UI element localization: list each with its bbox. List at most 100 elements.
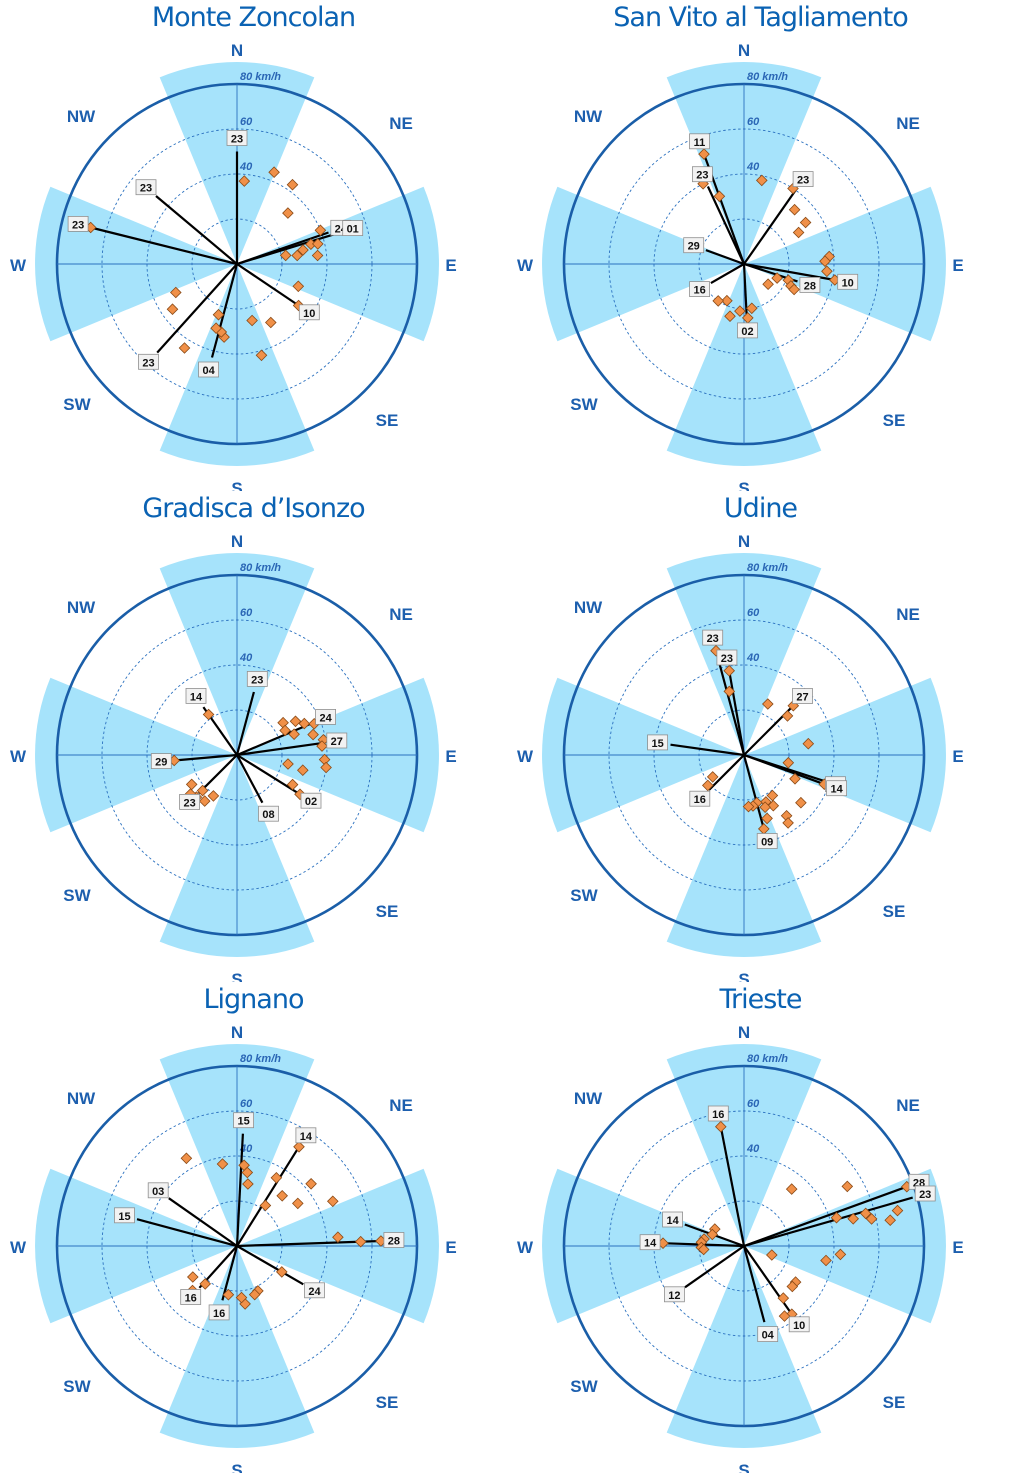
- data-point-23: [706, 771, 719, 783]
- ring-label-80-km-h: 80 km/h: [747, 562, 788, 574]
- station-label-box: [114, 1207, 135, 1224]
- compass-label-sw: SW: [570, 395, 598, 414]
- data-point-6: [802, 737, 815, 750]
- station-label-text: 10: [303, 308, 315, 320]
- station-label-box: [647, 734, 669, 751]
- ring-label-60: 60: [747, 1098, 760, 1110]
- data-point-19: [766, 1249, 778, 1261]
- data-point-15: [255, 349, 268, 362]
- data-point-10: [795, 796, 807, 809]
- chart-title: Lignano: [203, 984, 305, 1015]
- wind-line-3: [236, 741, 325, 757]
- data-point-0: [698, 148, 710, 160]
- station-label-box: [757, 1326, 779, 1343]
- station-label-3: 27: [326, 732, 348, 749]
- station-label-text: 11: [694, 137, 706, 149]
- station-label-text: 10: [793, 1320, 805, 1332]
- ring-label-80-km-h: 80 km/h: [240, 1053, 281, 1065]
- wind-line-6: [708, 754, 745, 791]
- chart-title: Trieste: [719, 984, 802, 1015]
- wind-line-1: [236, 1146, 300, 1247]
- station-label-7: 02: [737, 322, 758, 339]
- data-point-22: [777, 1292, 790, 1304]
- compass-label-se: SE: [376, 411, 399, 430]
- station-label-box: [198, 361, 220, 378]
- data-point-23: [187, 1271, 199, 1283]
- station-label-text: 08: [262, 809, 274, 821]
- wind-line-7: [221, 1245, 239, 1301]
- data-point-6: [270, 1172, 283, 1184]
- station-label-box: [150, 753, 172, 770]
- data-point-19: [235, 1291, 248, 1304]
- wind-line-2: [236, 721, 315, 757]
- data-point-20: [222, 1288, 235, 1301]
- data-point-19: [758, 823, 770, 835]
- data-point-13: [354, 1235, 367, 1248]
- data-point-12: [859, 1207, 872, 1220]
- data-point-10: [821, 265, 833, 278]
- data-point-13: [265, 316, 277, 329]
- station-label-box: [147, 1182, 169, 1199]
- data-point-16: [759, 801, 771, 813]
- chart-panel-monte-zoncolan: Monte Zoncolan 40 60 80 km/h N NE E SE S SW W NW 23…: [0, 0, 507, 491]
- compass-label-n: N: [231, 532, 243, 551]
- data-point-18: [820, 1254, 832, 1267]
- station-label-text: 15: [237, 1116, 249, 1128]
- wind-line-7: [742, 263, 748, 318]
- data-point-0: [293, 1141, 305, 1153]
- station-label-box: [689, 133, 710, 150]
- station-label-3: 01: [342, 220, 364, 237]
- data-point-12: [282, 758, 294, 770]
- wind-line-1: [728, 670, 746, 756]
- data-point-6: [799, 216, 812, 229]
- data-point-1: [268, 166, 280, 178]
- data-point-15: [276, 1266, 288, 1278]
- data-point-14: [767, 799, 780, 812]
- station-label-6: 16: [180, 1289, 202, 1305]
- compass-label-sw: SW: [570, 1377, 598, 1396]
- station-label-1: 23: [716, 649, 738, 666]
- station-label-text: 27: [796, 692, 808, 704]
- station-label-text: 14: [190, 691, 203, 703]
- compass-label-n: N: [231, 1023, 243, 1042]
- data-point-0: [238, 175, 251, 187]
- ring-label-60: 60: [747, 607, 760, 619]
- compass-label-w: W: [10, 256, 27, 275]
- station-label-box: [135, 179, 157, 196]
- compass-label-nw: NW: [67, 107, 96, 126]
- data-point-10: [311, 249, 324, 262]
- station-label-box: [689, 790, 711, 807]
- station-label-text: 23: [696, 170, 708, 182]
- wind-line-6: [742, 1245, 766, 1323]
- wind-line-3: [136, 1218, 238, 1248]
- data-point-0: [715, 1120, 727, 1133]
- station-label-text: 23: [707, 633, 719, 645]
- station-label-box: [233, 1112, 255, 1129]
- data-point-10: [292, 1197, 304, 1210]
- compass-label-se: SE: [376, 902, 399, 921]
- wind-line-3: [705, 249, 745, 266]
- data-point-2: [289, 715, 302, 728]
- compass-label-se: SE: [883, 902, 906, 921]
- station-label-box: [258, 805, 279, 822]
- data-point-4: [314, 224, 327, 237]
- station-label-6: 08: [258, 805, 279, 822]
- station-label-text: 16: [694, 794, 706, 806]
- station-label-5: 10: [298, 304, 320, 321]
- station-label-box: [179, 793, 201, 810]
- station-label-text: 23: [140, 183, 152, 195]
- data-point-10: [318, 753, 331, 766]
- data-point-17: [746, 302, 758, 315]
- data-point-22: [170, 286, 182, 299]
- station-label-5: 12: [663, 1286, 685, 1303]
- station-label-1: 23: [135, 179, 157, 196]
- data-point-9: [316, 740, 328, 752]
- data-point-19: [734, 305, 746, 317]
- station-label-2: 23: [914, 1185, 936, 1202]
- station-label-box: [138, 353, 159, 370]
- station-label-box: [914, 1185, 936, 1202]
- data-point-7: [782, 757, 795, 769]
- data-point-16: [207, 790, 220, 802]
- data-point-17: [834, 1248, 847, 1261]
